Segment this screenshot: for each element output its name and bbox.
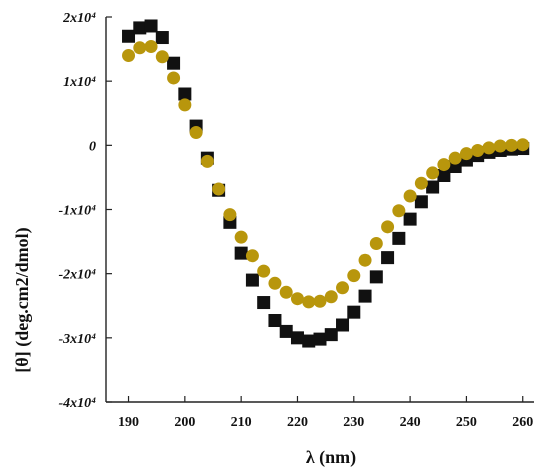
- x-tick-label: 200: [174, 415, 195, 430]
- x-tick-label: 240: [400, 415, 421, 430]
- circle-marker: [403, 189, 417, 203]
- square-marker: [122, 29, 136, 43]
- circle-marker: [347, 269, 361, 283]
- y-tick-label: 2x10⁴: [62, 11, 96, 26]
- square-marker: [268, 314, 282, 328]
- circle-marker: [155, 50, 169, 64]
- square-marker: [133, 21, 147, 35]
- circle-marker: [493, 139, 507, 153]
- circle-marker: [257, 264, 271, 278]
- square-marker: [437, 168, 451, 182]
- circle-marker: [437, 158, 451, 172]
- y-tick-label: -1x10⁴: [58, 204, 96, 219]
- circle-marker: [381, 220, 395, 234]
- circle-marker: [223, 208, 237, 222]
- circle-marker: [459, 147, 473, 161]
- square-marker: [426, 180, 440, 194]
- square-marker: [302, 334, 316, 348]
- circle-marker: [122, 49, 136, 62]
- circle-marker: [167, 71, 181, 85]
- circle-marker: [426, 166, 440, 180]
- square-marker: [144, 19, 158, 33]
- circle-marker: [471, 143, 485, 157]
- circle-marker: [290, 292, 304, 306]
- square-marker: [381, 251, 395, 265]
- square-marker: [234, 246, 248, 260]
- square-marker: [336, 318, 350, 332]
- circle-marker: [336, 281, 350, 295]
- circle-marker: [178, 98, 192, 112]
- square-marker: [414, 195, 428, 209]
- circle-marker: [324, 290, 338, 304]
- circle-marker: [516, 138, 530, 152]
- circle-marker: [313, 294, 327, 308]
- square-marker: [167, 56, 181, 70]
- square-marker: [369, 270, 383, 284]
- circle-marker: [369, 237, 383, 251]
- square-marker: [279, 324, 293, 338]
- circle-marker: [133, 41, 147, 55]
- square-marker: [257, 296, 271, 310]
- y-axis-title: [θ] (deg.cm2/dmol): [12, 227, 33, 372]
- y-tick-label: -3x10⁴: [58, 332, 96, 347]
- series-layer: [122, 19, 530, 348]
- square-marker: [403, 212, 417, 226]
- x-tick-label: 190: [118, 415, 139, 430]
- x-tick-label: 250: [456, 415, 477, 430]
- circle-marker: [268, 276, 282, 290]
- x-axis-title: λ (nm): [306, 447, 356, 468]
- y-tick-label: 1x10⁴: [63, 75, 96, 90]
- circle-marker: [234, 230, 248, 244]
- y-tick-label: 0: [89, 139, 96, 154]
- circle-marker: [200, 154, 214, 168]
- y-tick-label: -2x10⁴: [58, 268, 96, 283]
- square-marker: [313, 332, 327, 346]
- x-tick-label: 210: [231, 415, 252, 430]
- x-tick-label: 220: [287, 415, 308, 430]
- square-marker: [245, 273, 259, 287]
- square-marker: [392, 231, 406, 245]
- square-marker: [358, 289, 372, 303]
- circle-marker: [144, 40, 158, 54]
- circle-marker: [245, 249, 259, 263]
- x-tick-label: 260: [512, 415, 533, 430]
- circle-marker: [482, 141, 496, 155]
- data-series-circle: [122, 40, 530, 309]
- circle-marker: [392, 204, 406, 218]
- ticks: 2x10⁴ 1x10⁴ 0 -1x10⁴ -2x10⁴ -3x10⁴ -4x10⁴ 190 20…: [58, 11, 533, 430]
- square-marker: [347, 305, 361, 319]
- circle-marker: [414, 176, 428, 190]
- circle-marker: [302, 295, 316, 309]
- square-marker: [324, 328, 338, 342]
- y-tick-label: -4x10⁴: [58, 396, 96, 411]
- square-marker: [178, 87, 192, 101]
- square-marker: [155, 31, 169, 45]
- circle-marker: [504, 138, 518, 152]
- x-tick-label: 230: [343, 415, 364, 430]
- square-marker: [290, 331, 304, 345]
- circle-marker: [448, 151, 462, 165]
- circle-marker: [358, 253, 372, 267]
- circle-marker: [212, 182, 226, 196]
- circle-marker: [279, 285, 293, 299]
- circle-marker: [189, 126, 203, 139]
